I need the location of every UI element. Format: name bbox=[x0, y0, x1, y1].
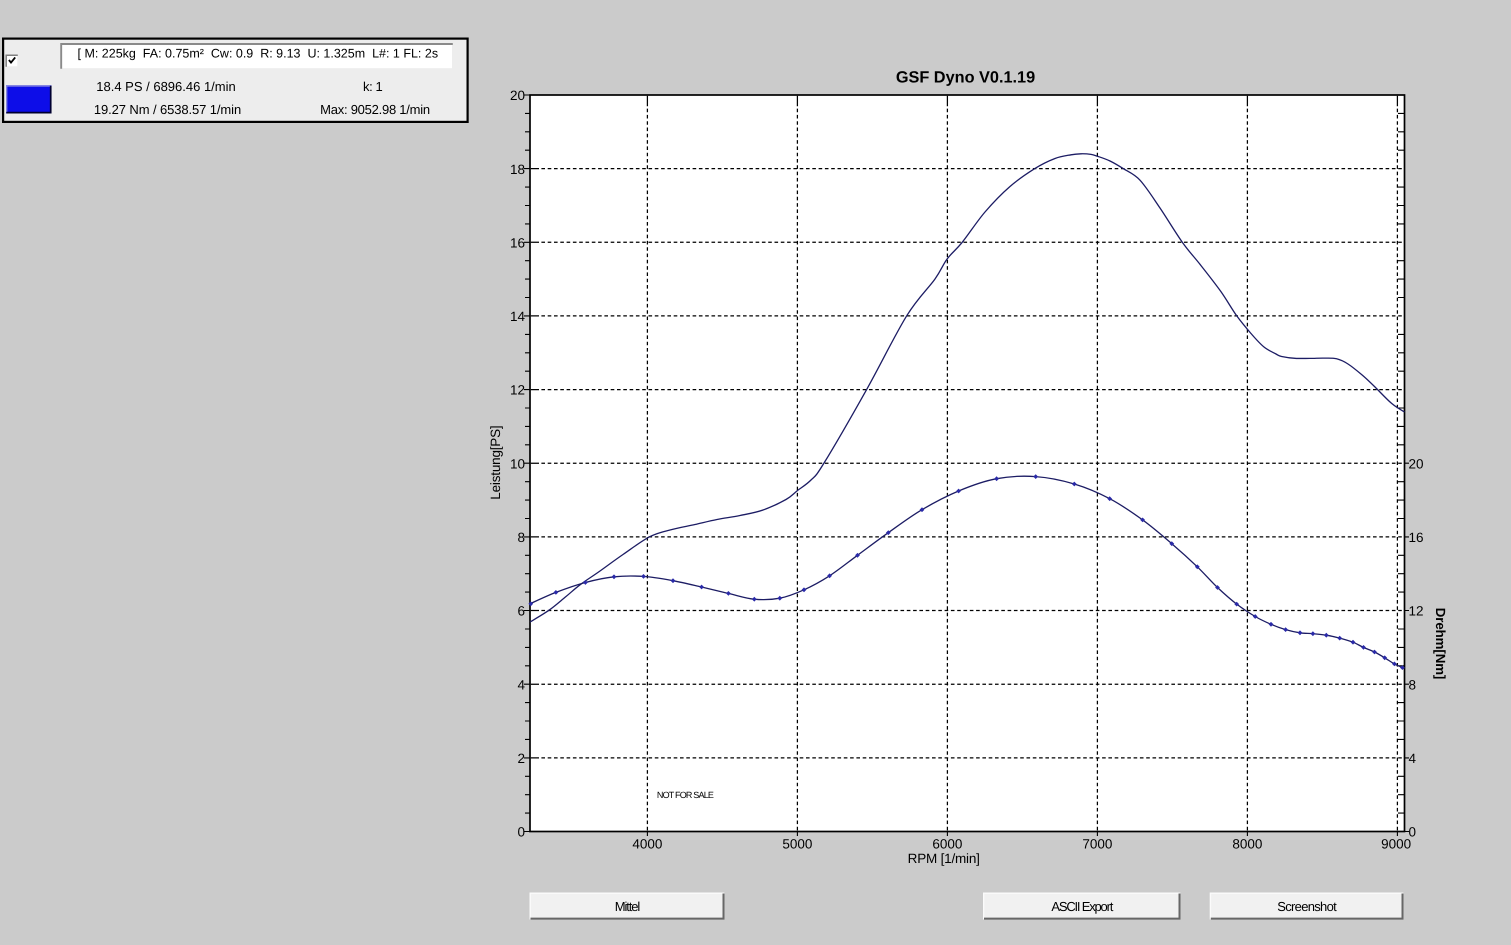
svg-text:Mittel: Mittel bbox=[615, 899, 641, 914]
svg-text:2: 2 bbox=[517, 751, 525, 766]
svg-text:12: 12 bbox=[1409, 604, 1424, 619]
svg-text:14: 14 bbox=[510, 309, 526, 324]
svg-text:4000: 4000 bbox=[632, 836, 662, 851]
svg-text:Drehm[Nm]: Drehm[Nm] bbox=[1433, 608, 1448, 680]
svg-text:7000: 7000 bbox=[1082, 836, 1112, 851]
svg-text:4: 4 bbox=[1409, 751, 1417, 766]
svg-text:19.27 Nm / 6538.57 1/min: 19.27 Nm / 6538.57 1/min bbox=[94, 102, 241, 117]
svg-text:[ M: 225kg FA: 0.75m² Cw: 0.: [ M: 225kg FA: 0.75m² Cw: 0.9 R: 9.13 U:… bbox=[78, 47, 439, 61]
svg-text:16: 16 bbox=[1409, 530, 1424, 545]
svg-text:18: 18 bbox=[510, 162, 525, 177]
svg-text:GSF Dyno V0.1.19: GSF Dyno V0.1.19 bbox=[896, 68, 1035, 86]
svg-text:0: 0 bbox=[517, 825, 525, 840]
svg-text:Screenshot: Screenshot bbox=[1277, 899, 1337, 914]
svg-text:18.4 PS / 6896.46 1/min: 18.4 PS / 6896.46 1/min bbox=[96, 79, 235, 94]
svg-text:16: 16 bbox=[510, 235, 525, 250]
svg-text:6: 6 bbox=[517, 604, 525, 619]
svg-text:6000: 6000 bbox=[932, 836, 962, 851]
svg-text:Max: 9052.98 1/min: Max: 9052.98 1/min bbox=[320, 102, 430, 117]
svg-text:k: 1: k: 1 bbox=[363, 79, 383, 94]
svg-text:RPM [1/min]: RPM [1/min] bbox=[908, 851, 980, 866]
svg-text:5000: 5000 bbox=[782, 836, 812, 851]
svg-text:9000: 9000 bbox=[1381, 836, 1411, 851]
svg-text:12: 12 bbox=[510, 383, 525, 398]
svg-text:Leistung[PS]: Leistung[PS] bbox=[488, 426, 503, 500]
svg-text:8000: 8000 bbox=[1232, 836, 1262, 851]
svg-text:ASCII Export: ASCII Export bbox=[1051, 899, 1113, 914]
svg-text:NOT FOR SALE: NOT FOR SALE bbox=[657, 790, 714, 800]
svg-text:8: 8 bbox=[517, 530, 525, 545]
svg-text:20: 20 bbox=[1409, 456, 1424, 471]
svg-text:8: 8 bbox=[1409, 677, 1417, 692]
svg-text:20: 20 bbox=[510, 88, 525, 103]
svg-text:4: 4 bbox=[517, 677, 525, 692]
svg-text:0: 0 bbox=[1409, 825, 1417, 840]
svg-text:10: 10 bbox=[510, 456, 525, 471]
